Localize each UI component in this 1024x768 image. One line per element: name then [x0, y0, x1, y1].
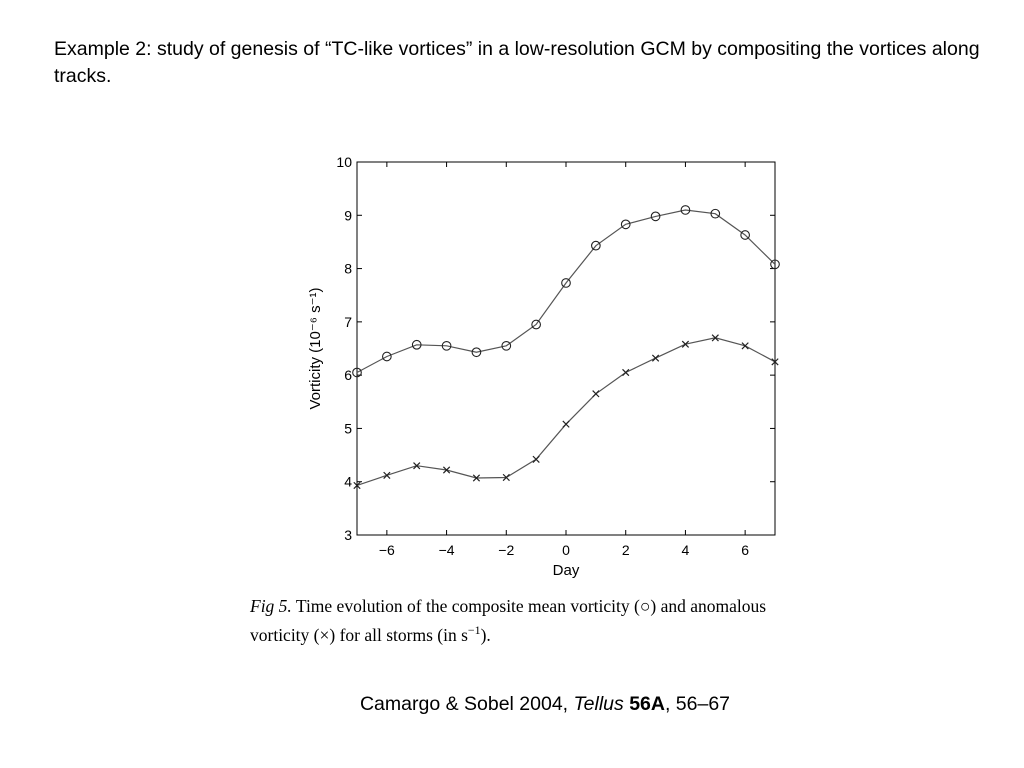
citation-pages: , 56–67 — [664, 693, 731, 715]
mean-vorticity-point — [441, 340, 452, 351]
y-axis-label: Vorticity (10⁻⁶ s⁻¹) — [307, 287, 324, 409]
chart-plot-area: −6 −4 −2 0 2 4 6 3 4 5 6 7 8 9 10 Day Vorticity (10⁻⁶ s⁻… — [307, 154, 780, 579]
anomalous-vorticity-point — [681, 340, 690, 348]
y-tick-label: 10 — [336, 154, 352, 170]
mean-symbol: ○ — [639, 596, 651, 616]
anomaly-symbol: × — [319, 625, 330, 645]
y-tick-label: 9 — [344, 207, 352, 223]
x-tick-label: 0 — [562, 542, 570, 558]
citation-authors: Camargo & Sobel 2004, — [359, 693, 574, 715]
x-tick-label: 2 — [622, 542, 630, 558]
caption-text-2: ) and anomalous vorticity ( — [250, 596, 767, 645]
y-tick-label: 5 — [344, 420, 352, 436]
mean-vorticity-point — [680, 205, 691, 215]
anomalous-vorticity-point — [472, 474, 481, 482]
x-tick-label: 6 — [741, 542, 749, 558]
figure-caption: Fig 5. Time evolution of the composite m… — [250, 592, 810, 650]
mean-vorticity-point — [501, 340, 512, 351]
figure-label: Fig 5. — [250, 596, 292, 616]
citation: Camargo & Sobel 2004, Tellus 56A, 56–67 — [0, 693, 1024, 716]
anomalous-vorticity-point — [502, 473, 510, 482]
y-tick-label: 3 — [344, 527, 352, 543]
x-tick-label: −4 — [439, 542, 455, 558]
x-axis-label: Day — [553, 562, 580, 579]
citation-journal: Tellus — [573, 693, 624, 715]
citation-volume: 56A — [629, 693, 665, 715]
anomalous-vorticity-point — [711, 334, 719, 342]
y-tick-label: 8 — [344, 261, 352, 277]
x-tick-label: −6 — [379, 542, 395, 558]
y-tick-label: 7 — [344, 314, 352, 330]
anomalous-vorticity-point — [413, 462, 421, 470]
x-tick-label: −2 — [498, 542, 514, 558]
mean-vorticity-point — [770, 259, 780, 270]
mean-vorticity-point — [382, 351, 392, 362]
slide-heading: Example 2: study of genesis of “TC-like … — [54, 38, 980, 87]
y-tick-label: 4 — [344, 474, 352, 490]
x-tick-label: 4 — [682, 542, 690, 558]
mean-vorticity-point — [710, 208, 721, 219]
caption-text-4: ). — [480, 625, 491, 645]
y-tick-label: 6 — [344, 367, 352, 383]
anomalous-vorticity-point — [562, 420, 570, 428]
mean-vorticity-point — [591, 240, 601, 251]
mean-vorticity-point — [352, 367, 362, 378]
mean-vorticity-point — [620, 219, 631, 230]
anomalous-vorticity-point — [651, 354, 660, 362]
mean-vorticity-point — [411, 339, 422, 350]
mean-vorticity-point — [561, 278, 571, 288]
anomalous-vorticity-point — [592, 390, 600, 398]
anomalous-vorticity-point — [532, 455, 540, 463]
anomalous-vorticity-point — [353, 481, 361, 490]
anomalous-vorticity-point — [442, 466, 451, 474]
unit-superscript: −1 — [467, 623, 481, 638]
mean-vorticity-point — [531, 319, 541, 330]
caption-text-1: Time evolution of the composite mean vor… — [291, 596, 640, 616]
mean-vorticity-point — [650, 211, 661, 222]
anomalous-vorticity-point — [383, 471, 391, 479]
anomalous-vorticity-point — [622, 368, 630, 377]
anomalous-vorticity-point — [771, 358, 779, 366]
caption-text-3: ) for all storms (in s — [329, 625, 468, 645]
series-line-1 — [356, 209, 776, 374]
mean-vorticity-point — [740, 230, 750, 240]
mean-vorticity-point — [471, 347, 482, 358]
anomalous-vorticity-point — [741, 342, 749, 350]
